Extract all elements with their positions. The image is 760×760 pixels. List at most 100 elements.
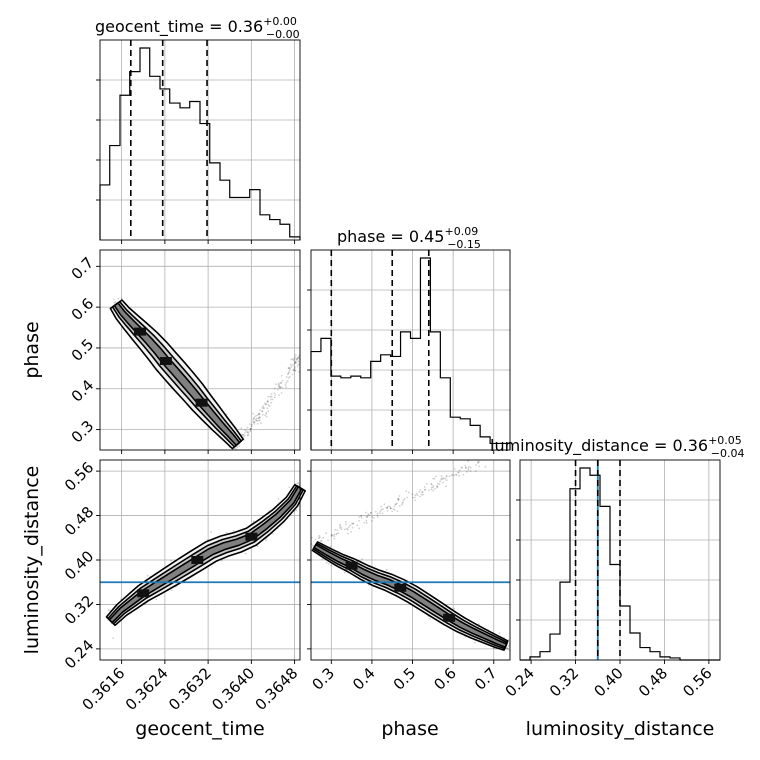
sample-point bbox=[468, 465, 470, 468]
sample-point bbox=[385, 568, 388, 571]
sample-point bbox=[422, 493, 424, 496]
sample-point bbox=[258, 416, 261, 418]
sample-point bbox=[297, 482, 299, 485]
sample-point bbox=[428, 617, 431, 620]
y-tick-label-luminosity_distance: 0.24 bbox=[61, 636, 97, 672]
sample-point bbox=[416, 494, 419, 497]
sample-point bbox=[258, 417, 260, 419]
sample-point bbox=[358, 527, 361, 530]
distance-quantile-lines bbox=[574, 460, 621, 660]
sample-point bbox=[396, 510, 399, 513]
sample-point bbox=[331, 534, 334, 537]
sample-point bbox=[258, 413, 261, 416]
sample-point bbox=[261, 407, 264, 409]
sample-point bbox=[266, 399, 269, 402]
sample-point bbox=[430, 488, 433, 491]
sample-point bbox=[448, 475, 451, 478]
sample-point bbox=[319, 540, 322, 542]
sample-point bbox=[445, 476, 448, 478]
sample-point bbox=[442, 478, 444, 480]
sample-point bbox=[444, 477, 447, 480]
sample-point bbox=[155, 598, 158, 600]
sample-point bbox=[287, 372, 290, 375]
phase-histogram bbox=[310, 257, 511, 450]
sample-point bbox=[477, 460, 480, 463]
sample-point bbox=[240, 427, 243, 430]
sample-point bbox=[285, 381, 288, 384]
sample-point bbox=[426, 483, 428, 485]
sample-point bbox=[423, 486, 426, 488]
sample-point bbox=[270, 401, 273, 404]
sample-point bbox=[270, 393, 273, 395]
sample-point bbox=[317, 537, 320, 540]
sample-point bbox=[267, 395, 270, 398]
sample-point bbox=[258, 412, 261, 415]
sample-point bbox=[275, 383, 277, 385]
sample-point bbox=[296, 357, 299, 360]
sample-point bbox=[340, 528, 343, 531]
sample-point bbox=[339, 523, 341, 526]
sample-point bbox=[450, 474, 453, 477]
sample-point bbox=[269, 395, 272, 398]
sample-point bbox=[278, 382, 280, 385]
sample-point bbox=[246, 430, 249, 433]
sample-point bbox=[318, 536, 321, 539]
sample-point bbox=[170, 589, 173, 592]
sample-point bbox=[246, 431, 249, 434]
sample-point bbox=[286, 373, 289, 376]
x-tick-label-luminosity_distance: 0.48 bbox=[635, 664, 671, 700]
sample-point bbox=[358, 516, 360, 518]
geocent-time-histogram-grid bbox=[100, 40, 300, 240]
sample-point bbox=[442, 481, 444, 484]
sample-point bbox=[294, 362, 296, 364]
sample-point bbox=[311, 536, 313, 539]
sample-point bbox=[370, 520, 373, 522]
sample-point bbox=[290, 358, 293, 361]
sample-point bbox=[113, 302, 116, 304]
distance-vs-phase-panel bbox=[307, 459, 511, 664]
sample-point bbox=[365, 519, 368, 522]
sample-point bbox=[366, 515, 369, 518]
sample-point bbox=[386, 509, 389, 512]
sample-point bbox=[270, 398, 272, 401]
sample-point bbox=[264, 403, 267, 406]
sample-point bbox=[258, 419, 261, 422]
sample-point bbox=[418, 491, 421, 493]
sample-point bbox=[474, 641, 476, 644]
distance-histogram-panel bbox=[516, 459, 721, 664]
sample-point bbox=[252, 520, 255, 523]
sample-point bbox=[294, 360, 296, 363]
sample-point bbox=[393, 505, 396, 508]
sample-point bbox=[330, 534, 333, 537]
sample-point bbox=[475, 464, 477, 466]
sample-point bbox=[439, 480, 442, 483]
sample-point bbox=[352, 522, 355, 525]
sample-point bbox=[273, 387, 276, 390]
sample-point bbox=[297, 363, 300, 366]
x-axis-label-luminosity-distance: luminosity_distance bbox=[526, 718, 715, 740]
sample-point bbox=[262, 407, 265, 409]
sample-point bbox=[107, 609, 110, 612]
sample-point bbox=[288, 369, 291, 372]
sample-point bbox=[210, 531, 213, 533]
sample-point bbox=[266, 401, 269, 403]
sample-point bbox=[245, 552, 248, 555]
sample-point bbox=[314, 538, 317, 541]
sample-point bbox=[289, 368, 291, 370]
sample-point bbox=[421, 491, 423, 494]
sample-point bbox=[453, 474, 455, 477]
sample-point bbox=[267, 400, 269, 403]
contour-level-2 bbox=[113, 302, 241, 447]
x-tick-label-geocent_time: 0.3640 bbox=[208, 664, 258, 714]
sample-point bbox=[337, 532, 340, 534]
sample-point bbox=[440, 475, 443, 478]
sample-point bbox=[254, 418, 257, 421]
sample-point bbox=[373, 516, 375, 519]
sample-point bbox=[235, 448, 237, 450]
sample-point bbox=[455, 474, 458, 476]
sample-point bbox=[254, 415, 256, 418]
sample-point bbox=[294, 360, 297, 363]
sample-point bbox=[293, 367, 296, 369]
sample-point bbox=[220, 559, 223, 562]
